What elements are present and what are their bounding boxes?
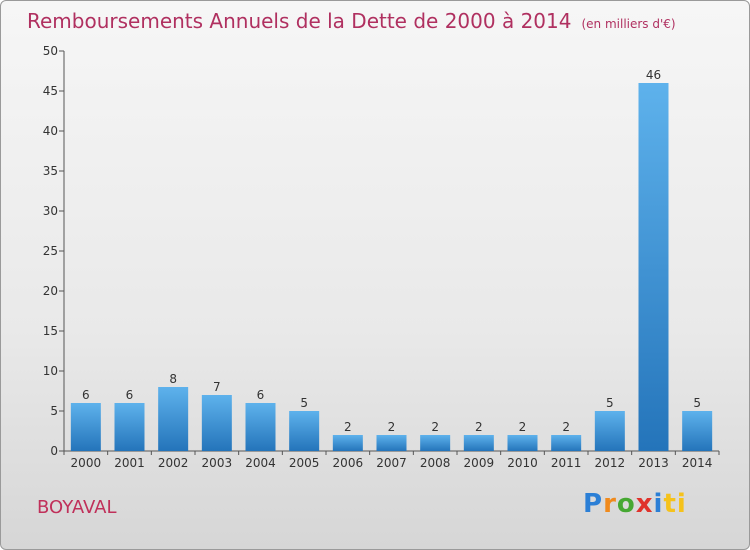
x-tick-label: 2010 xyxy=(507,456,538,470)
x-tick-label: 2014 xyxy=(682,456,713,470)
data-label: 2 xyxy=(519,420,527,434)
y-tick-label: 30 xyxy=(43,204,58,218)
bar xyxy=(114,403,145,451)
title-text: Remboursements Annuels de la Dette de 20… xyxy=(27,9,572,33)
x-tick-label: 2002 xyxy=(158,456,189,470)
data-label: 46 xyxy=(646,68,661,82)
data-label: 8 xyxy=(169,372,177,386)
logo-letter: ti xyxy=(663,489,687,519)
data-label: 5 xyxy=(693,396,701,410)
y-tick-label: 25 xyxy=(43,244,58,258)
bar xyxy=(245,403,276,451)
x-tick-label: 2001 xyxy=(114,456,145,470)
bars: 6 6 8 7 6 5 2 2 2 2 2 2 5 46 5 xyxy=(70,68,713,451)
y-tick-label: 0 xyxy=(50,444,58,458)
bar xyxy=(638,83,669,451)
bar xyxy=(507,435,538,451)
x-tick-label: 2009 xyxy=(464,456,495,470)
bar xyxy=(594,411,625,451)
data-label: 6 xyxy=(257,388,265,402)
x-tick-label: 2000 xyxy=(71,456,102,470)
x-tick-label: 2006 xyxy=(333,456,364,470)
y-tick-label: 10 xyxy=(43,364,58,378)
bar xyxy=(70,403,101,451)
y-tick-label: 5 xyxy=(50,404,58,418)
logo-letter: o xyxy=(616,489,636,519)
bar xyxy=(289,411,320,451)
data-label: 6 xyxy=(126,388,134,402)
data-label: 2 xyxy=(388,420,396,434)
commune-name: BOYAVAL xyxy=(37,497,117,518)
bar xyxy=(201,395,232,451)
bar xyxy=(420,435,451,451)
data-label: 2 xyxy=(431,420,439,434)
x-tick-label: 2005 xyxy=(289,456,320,470)
y-tick-label: 35 xyxy=(43,164,58,178)
data-label: 5 xyxy=(300,396,308,410)
data-label: 5 xyxy=(606,396,614,410)
bar xyxy=(682,411,713,451)
logo-letter: P xyxy=(583,489,604,519)
x-tick-label: 2003 xyxy=(202,456,233,470)
y-tick-label: 15 xyxy=(43,324,58,338)
data-label: 2 xyxy=(562,420,570,434)
x-tick-label: 2011 xyxy=(551,456,582,470)
data-label: 7 xyxy=(213,380,221,394)
x-tick-label: 2012 xyxy=(595,456,626,470)
bar xyxy=(332,435,363,451)
y-tick-label: 50 xyxy=(43,44,58,58)
proxiti-logo: Proxiti xyxy=(583,489,687,519)
bar xyxy=(551,435,582,451)
chart-title: Remboursements Annuels de la Dette de 20… xyxy=(27,9,676,33)
x-tick-label: 2004 xyxy=(245,456,276,470)
logo-letter: x xyxy=(635,489,654,519)
bar xyxy=(158,387,189,451)
data-label: 6 xyxy=(82,388,90,402)
y-tick-label: 45 xyxy=(43,84,58,98)
x-tick-label: 2007 xyxy=(376,456,407,470)
bar xyxy=(376,435,407,451)
logo-letter: r xyxy=(603,489,617,519)
x-tick-label: 2013 xyxy=(638,456,669,470)
data-label: 2 xyxy=(475,420,483,434)
logo-letter: i xyxy=(653,489,664,519)
y-tick-label: 20 xyxy=(43,284,58,298)
bar xyxy=(463,435,494,451)
x-tick-label: 2008 xyxy=(420,456,451,470)
chart-subtitle: (en milliers d'€) xyxy=(581,17,676,31)
data-label: 2 xyxy=(344,420,352,434)
y-tick-label: 40 xyxy=(43,124,58,138)
